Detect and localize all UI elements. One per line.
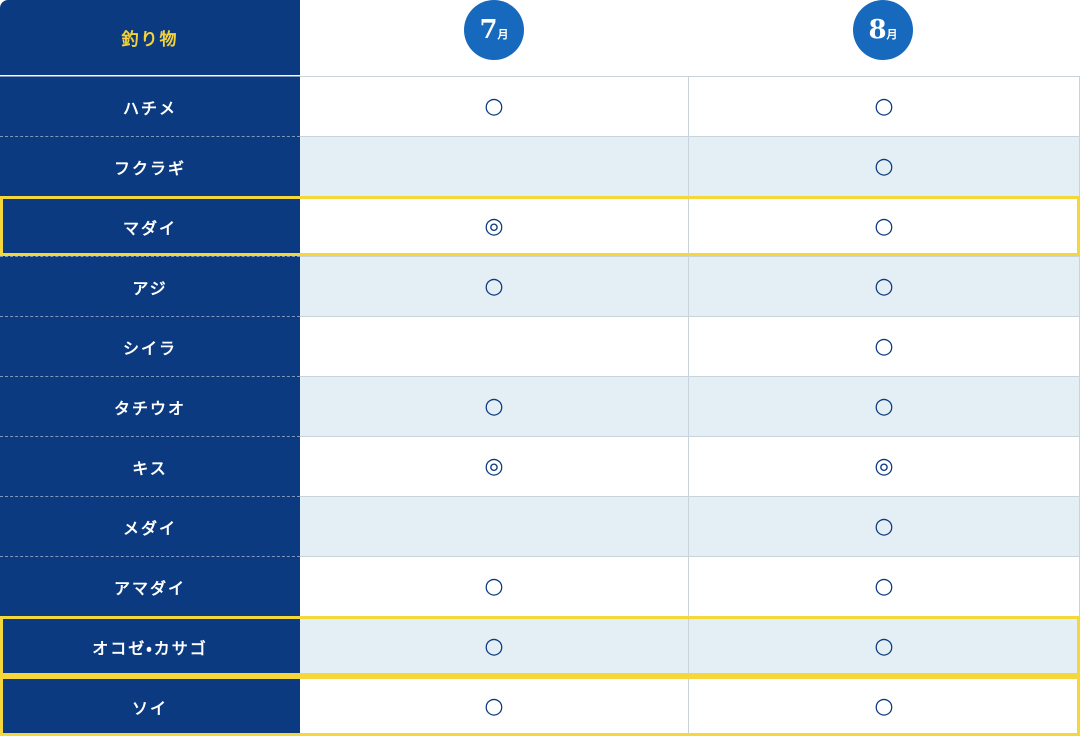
header-title: 釣り物 [0,0,300,75]
fish-name: オコゼ・カサゴ [0,616,300,676]
table-row: オコゼ・カサゴ ○ ○ [0,616,1080,676]
table-row: メダイ ○ [0,496,1080,556]
season-cell: ◎ [689,436,1080,496]
season-cell: ○ [689,316,1080,376]
fish-name: フクラギ [0,136,300,196]
month-number: 8 [868,15,887,45]
season-cell: ○ [300,616,689,676]
season-cell: ○ [300,76,689,136]
fish-name: ソイ [0,676,300,736]
season-cell: ○ [689,676,1080,736]
table-row: アマダイ ○ ○ [0,556,1080,616]
fish-name: マダイ [0,196,300,256]
month-unit: 月 [886,28,898,41]
fish-name: アマダイ [0,556,300,616]
table-row: ハチメ ○ ○ [0,76,1080,136]
season-cell [300,316,689,376]
season-cell [300,136,689,196]
table-row: フクラギ ○ [0,136,1080,196]
fish-name: シイラ [0,316,300,376]
season-cell: ○ [300,676,689,736]
table-row: シイラ ○ [0,316,1080,376]
season-cell: ◎ [300,436,689,496]
season-cell: ○ [689,256,1080,316]
season-cell: ○ [689,376,1080,436]
fish-name: アジ [0,256,300,316]
season-cell [300,496,689,556]
fish-name: タチウオ [0,376,300,436]
season-cell: ○ [689,616,1080,676]
table-row: アジ ○ ○ [0,256,1080,316]
season-cell: ○ [300,556,689,616]
table-row: ソイ ○ ○ [0,676,1080,736]
season-cell: ○ [689,136,1080,196]
month-number: 7 [479,15,498,45]
fish-name: キス [0,436,300,496]
season-cell: ○ [689,76,1080,136]
fish-name: ハチメ [0,76,300,136]
season-cell: ○ [300,376,689,436]
month-unit: 月 [497,28,509,41]
season-cell: ○ [689,196,1080,256]
fish-name: メダイ [0,496,300,556]
table-row: キス ◎ ◎ [0,436,1080,496]
table-row: タチウオ ○ ○ [0,376,1080,436]
season-cell: ○ [689,556,1080,616]
season-cell: ◎ [300,196,689,256]
season-cell: ○ [300,256,689,316]
season-cell: ○ [689,496,1080,556]
table-row: マダイ ◎ ○ [0,196,1080,256]
